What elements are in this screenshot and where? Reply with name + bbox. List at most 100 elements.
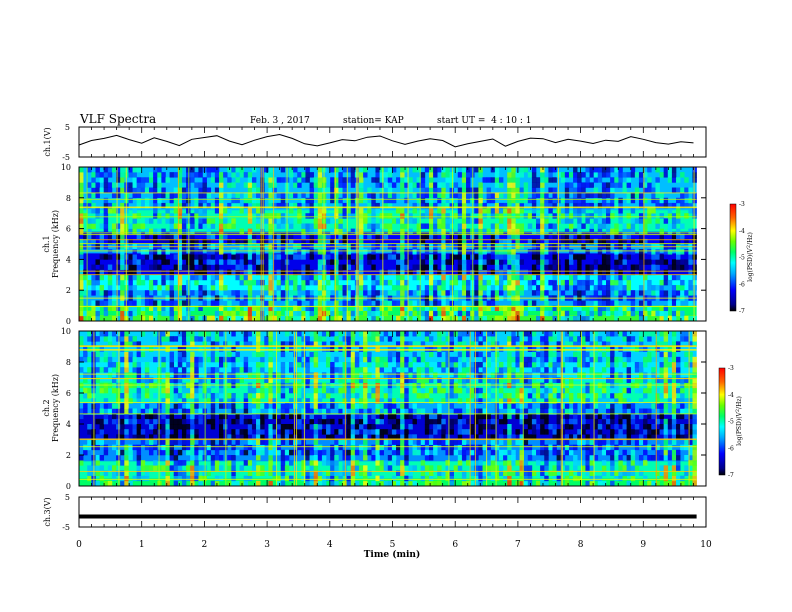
ch2-spec-cell xyxy=(243,398,249,404)
ch1-spec-cell xyxy=(218,177,224,183)
ch2-spec-cell xyxy=(346,331,352,337)
ch2-spec-cell xyxy=(317,424,323,430)
ch1-spec-cell xyxy=(268,310,273,317)
ch1-spec-cell xyxy=(663,202,669,209)
ch1-spec-cell xyxy=(445,223,450,229)
ch2-spec-cell xyxy=(177,362,183,368)
ch1-spec-cell xyxy=(688,290,693,296)
ch2-spec-cell xyxy=(206,449,212,456)
ch1-spec-cell xyxy=(585,213,590,219)
ch2-spec-cell xyxy=(107,356,113,363)
ch1-spec-cell xyxy=(136,259,142,265)
ch1-spec-cell xyxy=(79,202,84,209)
ch1-spec-cell xyxy=(420,202,426,209)
ch1-spec-cell xyxy=(317,202,323,209)
ch2-spec-cell xyxy=(383,362,389,368)
ch1-spec-cell xyxy=(280,167,286,173)
ch2-spec-cell xyxy=(556,341,562,347)
ch2-spec-cell xyxy=(354,372,360,378)
ch1-spec-cell xyxy=(169,233,174,240)
ch1-spec-cell xyxy=(165,310,170,317)
ch2-spec-cell xyxy=(552,475,557,482)
ch1-spec-cell xyxy=(568,274,574,281)
ch1-spec-cell xyxy=(428,197,434,204)
ch1-spec-cell xyxy=(498,254,504,260)
ch1-spec-cell xyxy=(638,197,644,204)
ch1-spec-cell xyxy=(630,228,636,235)
ch1-spec-cell xyxy=(91,238,96,245)
ch1-spec-cell xyxy=(400,264,405,270)
ch2-spec-cell xyxy=(350,449,356,456)
ch1-spec-cell xyxy=(305,167,310,173)
ch1-spec-cell xyxy=(536,259,541,265)
ch1-spec-ylabel-line2: Frequency (kHz) xyxy=(51,210,60,278)
ch2-spec-cell xyxy=(260,377,265,383)
ch2-spec-cell xyxy=(169,377,174,383)
ch2-spec-cell xyxy=(235,341,240,347)
ch2-spec-cell xyxy=(527,403,533,409)
ch1-spec-cell xyxy=(544,249,549,255)
ch1-spec-cell xyxy=(264,300,269,306)
ch1-spec-cell xyxy=(338,264,343,270)
ch1-spec-cell xyxy=(449,218,454,224)
ch2-spec-cell xyxy=(375,439,380,445)
ch1-spec-cell xyxy=(688,249,693,255)
ch1-spec-cell xyxy=(247,274,253,281)
ch2-spec-cell xyxy=(280,475,286,482)
ch1-spec-cell xyxy=(692,269,697,276)
ch1-spec-cell xyxy=(371,213,376,219)
ch1-spec-cell xyxy=(148,187,154,193)
ch2-spec-cell xyxy=(272,444,277,451)
ch1-spec-cell xyxy=(404,182,409,188)
ch1-spec-cell xyxy=(198,197,203,204)
ch1-spec-cell xyxy=(466,218,471,224)
ch2-spec-cell xyxy=(420,387,426,394)
ch1-spec-cell xyxy=(544,264,549,270)
ch2-spec-cell xyxy=(313,403,319,409)
ch2-spec-cell xyxy=(412,434,417,440)
ch1-spec-cell xyxy=(272,213,277,219)
ch2-spec-cell xyxy=(474,434,479,440)
ch2-spec-cell xyxy=(350,455,356,461)
ch1-spec-cell xyxy=(173,305,179,312)
ch2-spec-cell xyxy=(367,362,372,368)
ch2-spec-cell xyxy=(181,356,187,363)
ch2-spec-cell xyxy=(531,398,537,404)
ch1-spec-cell xyxy=(128,223,133,229)
ch1-spec-cell xyxy=(342,249,347,255)
ch1-spec-cell xyxy=(630,305,636,312)
ch1-spec-cell xyxy=(358,187,364,193)
ch2-spec-cell xyxy=(227,465,232,471)
ch2-spec-cell xyxy=(194,356,199,363)
ch1-spec-cell xyxy=(671,259,677,265)
ch2-spec-cell xyxy=(247,444,253,451)
ch2-spec-cell xyxy=(515,439,520,445)
ch2-spec-cell xyxy=(305,455,310,461)
ch1-spec-cell xyxy=(449,259,454,265)
ch1-spec-cell xyxy=(177,177,183,183)
ch1-spec-cell xyxy=(638,264,644,270)
ch1-spec-cell xyxy=(235,305,240,312)
ch2-spec-cell xyxy=(338,367,343,373)
ch2-spec-cell xyxy=(457,460,463,466)
ch1-spec-cell xyxy=(540,269,545,276)
ch2-spec-cell xyxy=(140,465,146,471)
ch2-spec-cell xyxy=(466,331,471,337)
ch1-spec-cell xyxy=(301,269,306,276)
ch2-spec-cell xyxy=(424,439,430,445)
ch2-spec-cell xyxy=(194,449,199,456)
ch1-spec-cell xyxy=(638,254,644,260)
ch2-spec-cell xyxy=(428,439,434,445)
ch2-spec-cell xyxy=(428,429,434,435)
ch1-spec-cell xyxy=(638,202,644,209)
ch1-spec-cell xyxy=(527,279,533,286)
ch1-spec-cell xyxy=(433,172,438,178)
ch1-spec-cell xyxy=(218,259,224,265)
ch2-spec-cell xyxy=(552,367,557,373)
ch2-spec-cell xyxy=(371,393,376,399)
ch2-spec-cell xyxy=(140,460,146,466)
ch2-spec-cell xyxy=(552,398,557,404)
ch2-spec-cell xyxy=(536,480,541,486)
ch1-spec-cell xyxy=(132,167,137,173)
ch2-spec-cell xyxy=(433,449,438,456)
